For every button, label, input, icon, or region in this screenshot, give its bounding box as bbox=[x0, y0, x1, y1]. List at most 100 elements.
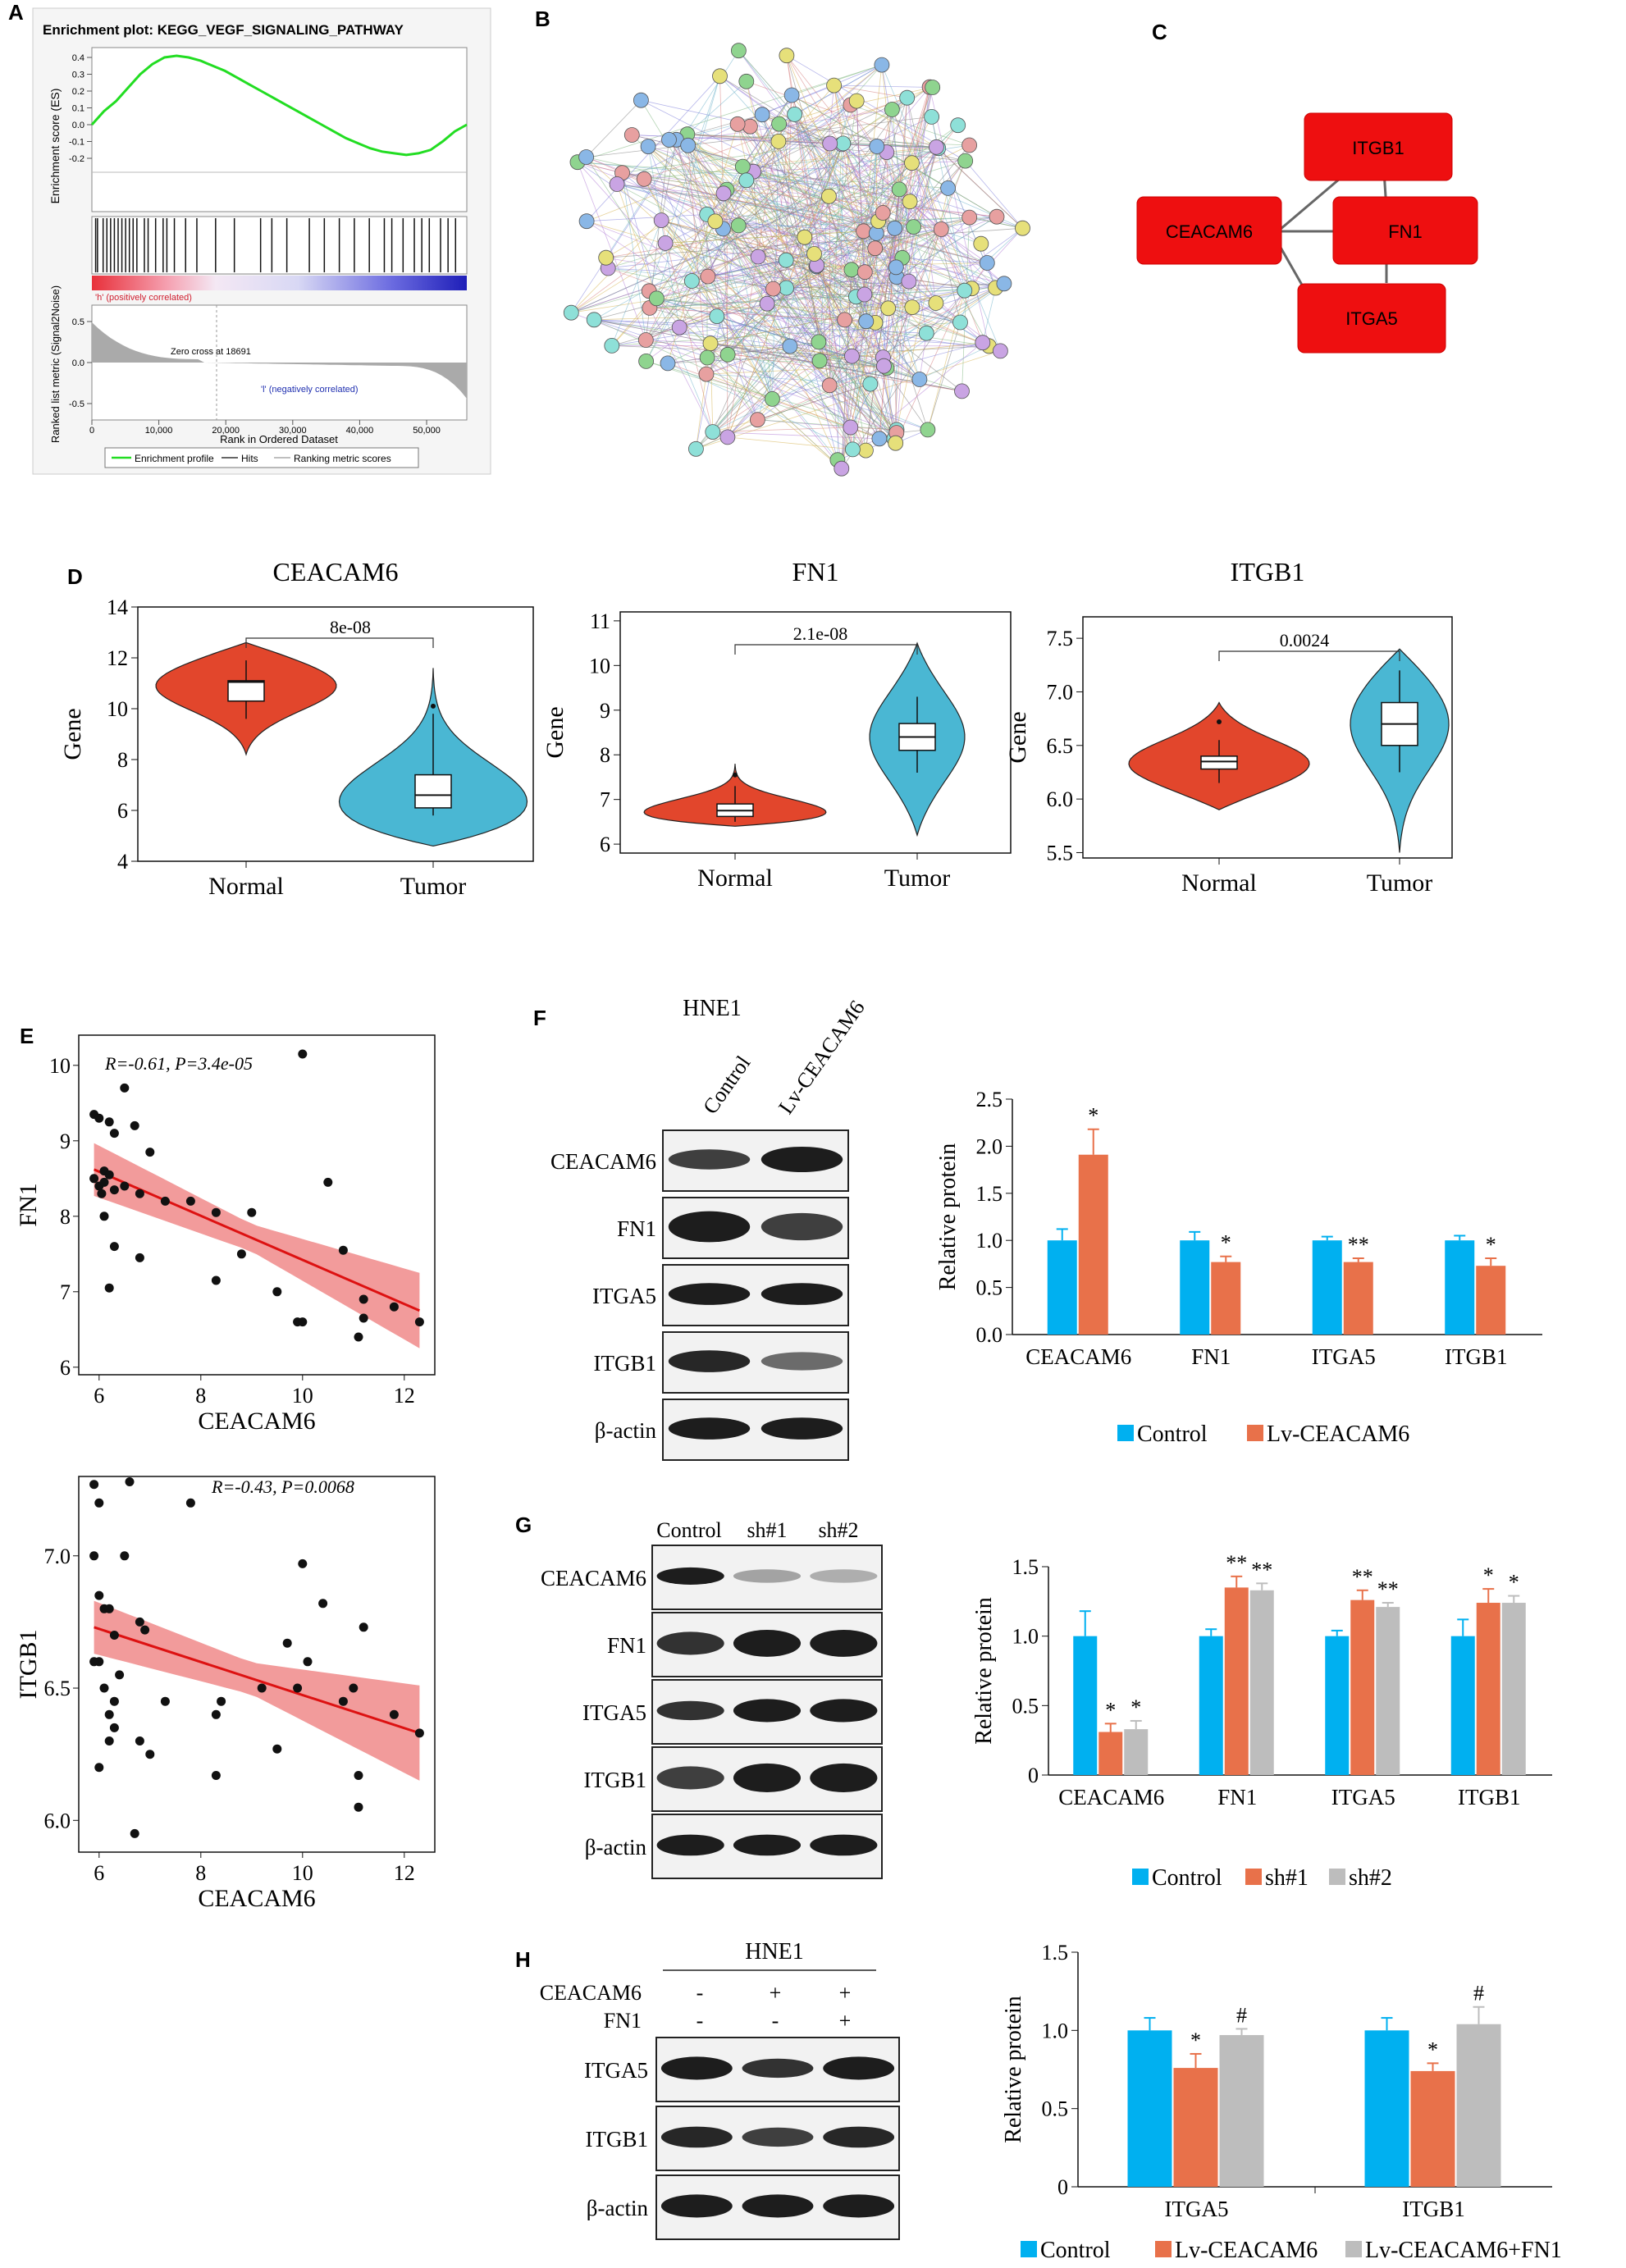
ppi-node bbox=[888, 436, 903, 450]
scatter-point bbox=[212, 1710, 221, 1719]
scatter-point bbox=[105, 1736, 114, 1745]
bar-ytick-label: 1.0 bbox=[1042, 2019, 1069, 2042]
violin-ylabel: Gene bbox=[59, 708, 86, 760]
ppi-node bbox=[688, 441, 703, 456]
scatter-point bbox=[130, 1829, 139, 1838]
legend-label: Lv-CEACAM6 bbox=[1175, 2238, 1318, 2263]
scatter-point bbox=[161, 1697, 170, 1706]
blot-band bbox=[669, 1212, 750, 1243]
ppi-node bbox=[849, 94, 864, 108]
violin-xtick-label: Normal bbox=[697, 865, 773, 892]
ppi-node bbox=[708, 214, 723, 229]
scatter-point bbox=[100, 1178, 109, 1187]
ppi-node bbox=[919, 326, 934, 340]
ppi-node bbox=[649, 291, 664, 306]
gsea-legend-es: Enrichment profile bbox=[135, 453, 214, 464]
violin-bracket bbox=[246, 638, 433, 648]
ppi-node bbox=[974, 236, 989, 251]
ppi-node bbox=[980, 256, 994, 271]
blot-band bbox=[810, 1764, 877, 1792]
bar bbox=[1199, 1636, 1223, 1775]
ppi-node bbox=[731, 43, 746, 58]
scatter-point bbox=[339, 1697, 348, 1706]
bar-significance: # bbox=[1236, 2003, 1247, 2027]
ppi-node bbox=[953, 315, 968, 330]
bar-ytick-label: 1.0 bbox=[1012, 1625, 1039, 1649]
scatter-xlabel: CEACAM6 bbox=[198, 1885, 315, 1912]
gsea-es-tick-label: 0.0 bbox=[72, 121, 84, 130]
scatter-point bbox=[97, 1189, 106, 1198]
gsea-x-tick-label: 40,000 bbox=[346, 426, 374, 436]
hub-node-itgb1: ITGB1 bbox=[1304, 113, 1452, 180]
violin-bracket bbox=[1219, 651, 1400, 661]
gsea-es-tick-label: -0.1 bbox=[69, 138, 84, 148]
ppi-node bbox=[720, 430, 735, 445]
ppi-node bbox=[834, 461, 849, 476]
gsea-metric-tick-label: 0.5 bbox=[72, 317, 84, 327]
blot-band bbox=[657, 1766, 724, 1789]
bar bbox=[1124, 1729, 1148, 1775]
bar-xtick-label: CEACAM6 bbox=[1025, 1344, 1131, 1369]
blot-row-label: β-actin bbox=[595, 1418, 657, 1443]
ppi-node bbox=[599, 250, 614, 265]
bar-ytick-label: 1.5 bbox=[1042, 1941, 1069, 1965]
ppi-edge bbox=[661, 139, 676, 220]
bar bbox=[1250, 1590, 1274, 1775]
scatter-point bbox=[217, 1697, 226, 1706]
ppi-node bbox=[742, 119, 757, 134]
violin-xtick-label: Normal bbox=[208, 873, 284, 900]
ppi-edge bbox=[650, 288, 996, 308]
blot-row-label: ITGB1 bbox=[584, 1768, 647, 1792]
ppi-edge bbox=[834, 85, 933, 87]
gsea-x-tick-label: 10,000 bbox=[145, 426, 173, 436]
bar bbox=[1344, 1262, 1373, 1335]
blot-band bbox=[761, 1147, 843, 1172]
scatter-point bbox=[94, 1114, 103, 1123]
blot-band bbox=[669, 1417, 750, 1440]
ppi-node bbox=[929, 296, 943, 311]
ppi-node bbox=[900, 90, 915, 105]
ppi-node bbox=[907, 220, 921, 235]
ppi-node bbox=[875, 57, 889, 72]
legend-swatch bbox=[1117, 1425, 1134, 1441]
violin-title: FN1 bbox=[792, 557, 839, 586]
panel-label-h: H bbox=[515, 1947, 531, 1972]
violin-ytick-label: 7.5 bbox=[1047, 627, 1074, 650]
violin-ytick-label: 14 bbox=[107, 596, 128, 619]
scatter-point bbox=[145, 1750, 154, 1759]
blot-band bbox=[823, 2127, 894, 2148]
bar bbox=[1502, 1603, 1526, 1775]
scatter-confidence-band bbox=[94, 1143, 420, 1348]
scatter-point bbox=[390, 1710, 399, 1719]
violin-xtick-label: Tumor bbox=[400, 873, 467, 900]
violin-ytick-label: 5.5 bbox=[1047, 841, 1074, 865]
scatter-xtick-label: 6 bbox=[94, 1384, 104, 1408]
scatter-point bbox=[415, 1728, 424, 1737]
blot-band bbox=[810, 1835, 877, 1856]
bar-significance: * bbox=[1105, 1698, 1116, 1722]
scatter-point bbox=[130, 1121, 139, 1130]
scatter-point bbox=[100, 1684, 109, 1693]
ppi-node bbox=[731, 218, 746, 233]
gsea-metric-tick-label: -0.5 bbox=[69, 399, 84, 409]
bar-ytick-label: 2.5 bbox=[976, 1088, 1003, 1111]
ppi-node bbox=[766, 281, 781, 296]
gsea-es-tick-label: -0.2 bbox=[69, 154, 84, 164]
violin-ytick-label: 6 bbox=[117, 799, 128, 823]
violin-box bbox=[415, 775, 451, 808]
blot-band bbox=[742, 2059, 814, 2078]
blot-band bbox=[742, 2128, 814, 2147]
ppi-node bbox=[710, 309, 724, 324]
blot-band bbox=[733, 1699, 801, 1722]
ppi-node bbox=[827, 78, 842, 93]
bar-significance: * bbox=[1190, 2028, 1201, 2052]
blot-band bbox=[733, 1764, 801, 1792]
scatter-point bbox=[126, 1477, 135, 1486]
ppi-node bbox=[925, 109, 939, 124]
scatter-point bbox=[359, 1295, 368, 1304]
ppi-node bbox=[641, 139, 655, 154]
ppi-node bbox=[624, 128, 639, 143]
ppi-node bbox=[779, 253, 793, 267]
bar-significance: ** bbox=[1226, 1551, 1247, 1575]
